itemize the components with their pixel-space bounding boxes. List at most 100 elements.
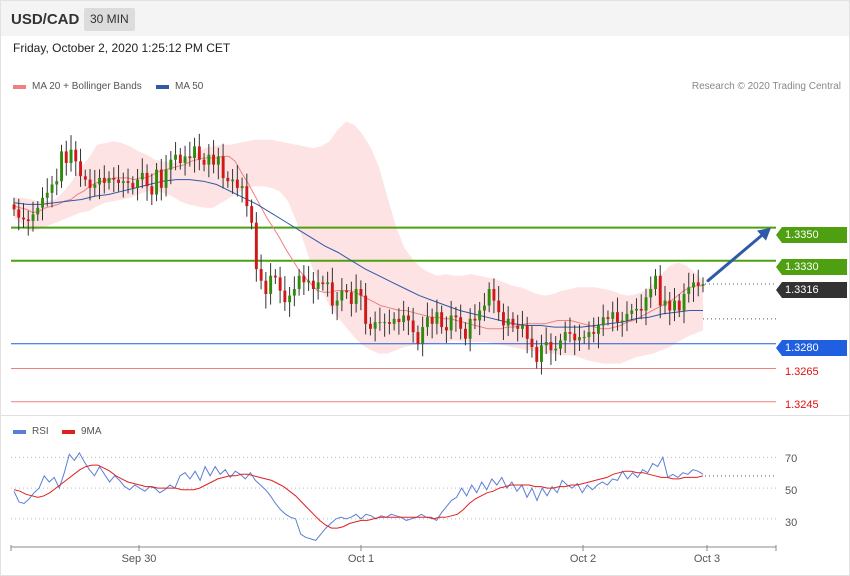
candle-body: [701, 284, 705, 286]
legend-swatch-9ma: [62, 429, 75, 434]
candle-body: [388, 322, 391, 324]
candle-body: [102, 177, 106, 183]
candle-body: [250, 206, 254, 223]
candle-body: [630, 310, 634, 314]
candle-body: [445, 327, 448, 331]
candle-body: [131, 182, 135, 188]
candle-body: [592, 332, 596, 334]
forecast-arrow-layer: [706, 227, 771, 283]
level-tag-1-3350: 1.3350: [776, 227, 847, 243]
ma50-line: [13, 179, 703, 328]
legend-swatch-rsi: [13, 429, 26, 434]
legend-swatch-ma50: [156, 84, 169, 89]
candle-body: [22, 217, 25, 220]
candle-body: [349, 292, 353, 304]
candle-body: [506, 318, 510, 326]
timeframe-badge[interactable]: 30 MIN: [84, 8, 135, 31]
legend-label-bollinger: MA 20 + Bollinger Bands: [32, 81, 142, 92]
candle-body: [226, 177, 230, 182]
candle-body: [654, 275, 657, 289]
candle-body: [692, 282, 695, 288]
candle-body: [597, 325, 600, 334]
candle-body: [492, 289, 496, 301]
candle-body: [254, 222, 258, 270]
candle-body: [521, 325, 524, 329]
rsi-tick-30: 30: [785, 517, 798, 529]
x-label-oct3: Oct 3: [693, 553, 721, 565]
candle-body: [321, 282, 325, 285]
candle-body: [231, 179, 235, 182]
candle-body: [464, 328, 467, 339]
candle-body: [635, 308, 638, 311]
candle-body: [421, 327, 425, 344]
candle-body: [644, 297, 648, 311]
candle-body: [335, 300, 339, 306]
legend-bollinger: MA 20 + Bollinger Bands: [13, 81, 142, 92]
candle-body: [212, 154, 215, 165]
forecast-arrow-shaft: [706, 231, 767, 283]
candle-body: [540, 345, 543, 362]
candle-body: [625, 313, 629, 321]
candle-body: [174, 154, 177, 160]
rsi-9ma-line: [13, 464, 704, 529]
candle-body: [639, 308, 643, 311]
ma-layer: [13, 155, 703, 330]
candle-body: [473, 318, 477, 321]
candle-body: [207, 154, 211, 165]
candle-body: [155, 169, 158, 195]
candle-body: [117, 179, 120, 183]
candle-body: [677, 300, 681, 311]
candle-body: [407, 315, 410, 321]
candle-body: [55, 181, 59, 185]
candle-body: [221, 156, 225, 178]
candle-body: [578, 337, 581, 341]
candle-body: [64, 151, 68, 163]
candle-body: [302, 275, 306, 283]
candle-body: [454, 315, 458, 318]
candle-body: [178, 154, 182, 163]
legend-label-9ma: 9MA: [81, 426, 102, 437]
bollinger-band-layer: [14, 121, 703, 364]
candle-body: [183, 156, 187, 163]
timestamp: Friday, October 2, 2020 1:25:12 PM CET: [13, 41, 231, 55]
candle-body: [36, 207, 40, 215]
candle-body: [658, 275, 662, 306]
candle-body: [487, 289, 491, 306]
candle-body: [188, 156, 192, 159]
candle-body: [169, 159, 173, 170]
candle-body: [259, 269, 263, 281]
candle-body: [668, 300, 672, 311]
candle-body: [264, 280, 268, 294]
candle-body: [559, 340, 562, 349]
x-axis: [10, 545, 777, 551]
x-label-sep30: Sep 30: [121, 553, 157, 565]
candle-body: [601, 317, 605, 326]
candle-body: [411, 320, 415, 333]
candle-body: [316, 282, 320, 289]
candle-body: [278, 277, 282, 291]
candle-body: [193, 146, 196, 158]
legend-ma50: MA 50: [156, 81, 203, 92]
candle-body: [164, 169, 168, 188]
candle-body: [663, 300, 667, 306]
candle-body: [354, 289, 358, 304]
candle-body: [497, 300, 501, 313]
candle-body: [392, 318, 396, 324]
candle-body: [292, 289, 296, 296]
candle-body: [483, 305, 486, 311]
candle-body: [197, 146, 201, 160]
candle-body: [549, 342, 553, 351]
candle-body: [297, 275, 301, 289]
candle-body: [402, 315, 406, 323]
rsi-tick-70: 70: [785, 453, 798, 465]
candle-body: [502, 312, 505, 326]
candle-body: [60, 151, 63, 182]
candle-body: [93, 184, 97, 188]
candle-body: [649, 289, 653, 298]
candle-body: [364, 295, 368, 324]
candle-body: [359, 289, 363, 296]
candle-body: [430, 317, 434, 324]
candle-body: [345, 290, 349, 293]
legend-label-rsi: RSI: [32, 426, 49, 437]
